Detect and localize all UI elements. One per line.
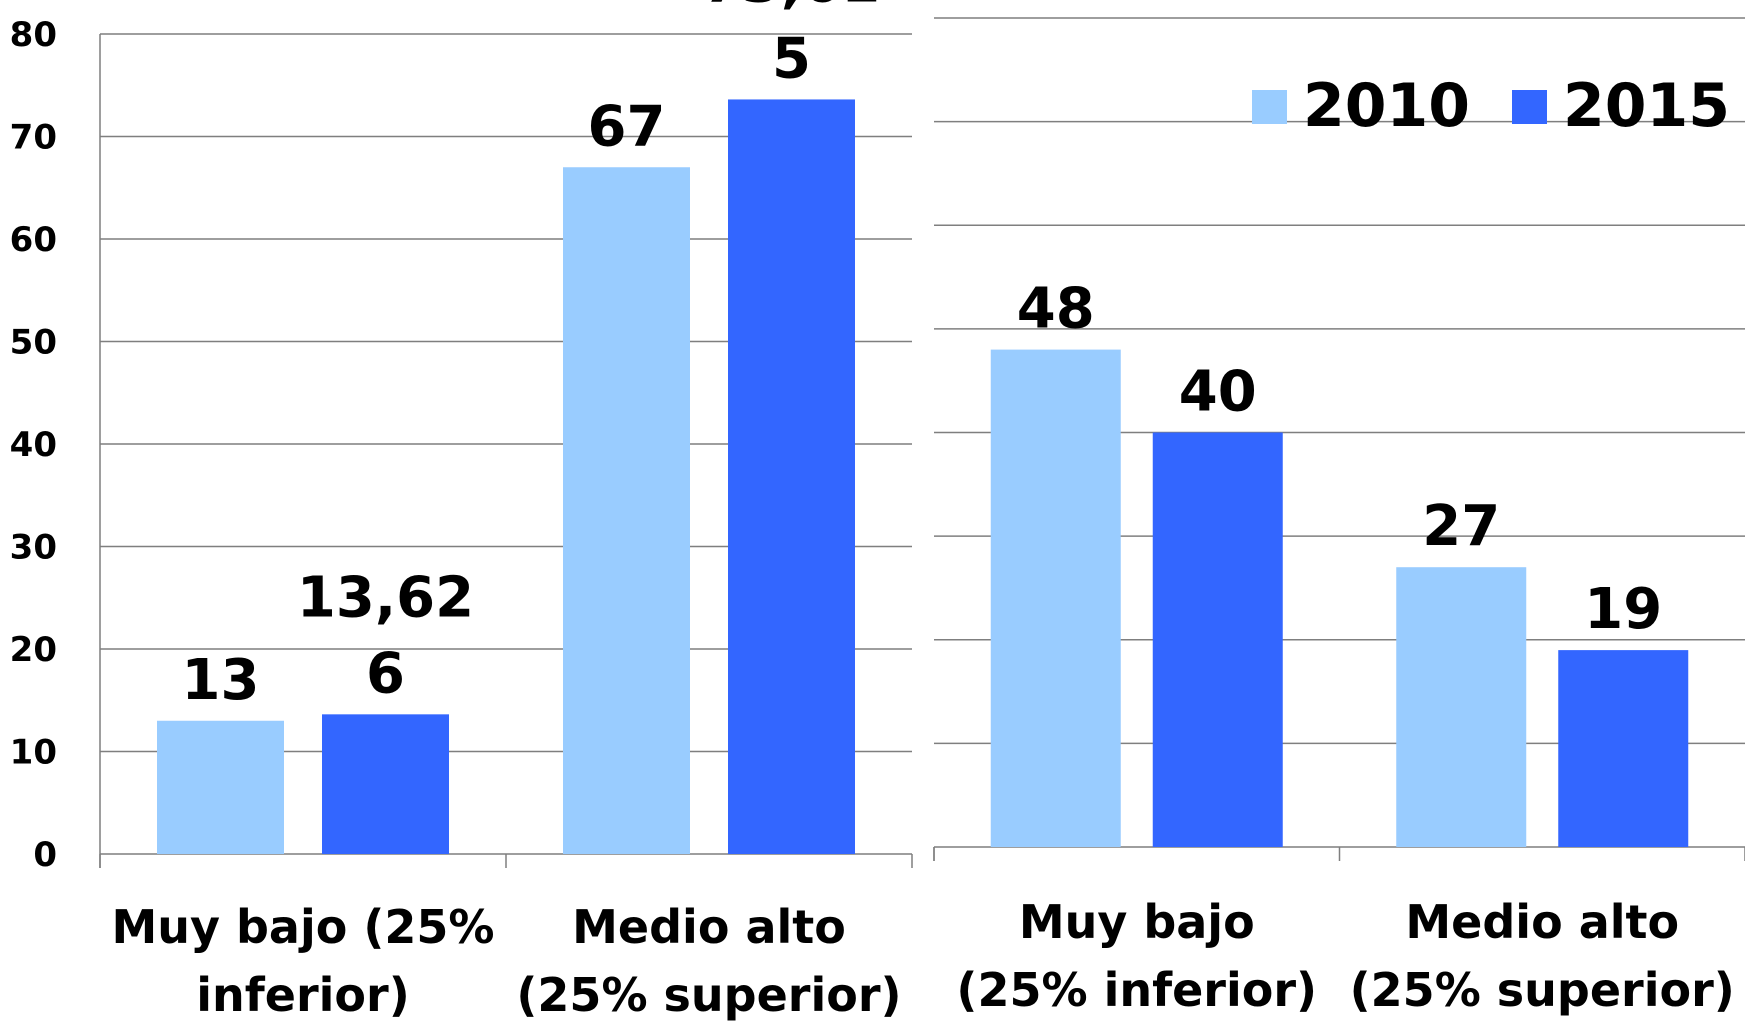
bar-2010	[563, 167, 690, 854]
bar-2015	[1558, 650, 1689, 847]
x-category-label-line: Muy bajo	[1019, 895, 1255, 949]
x-category-label: Medio alto (25% superior)	[1350, 895, 1735, 1017]
x-category-label: Medio alto (25% superior)	[516, 900, 901, 1022]
legend-swatch-2010	[1252, 90, 1287, 124]
data-label-line: 13	[182, 648, 260, 713]
data-label-line: 6	[366, 641, 405, 706]
bar-2015	[728, 99, 855, 855]
x-category-label: Muy bajo (25% inferior)	[956, 895, 1317, 1017]
y-tick-label: 0	[33, 835, 57, 875]
data-label: 73,61 5	[703, 0, 880, 91]
y-tick-label: 20	[10, 630, 57, 670]
data-label: 27	[1422, 494, 1500, 559]
bar-2010	[990, 349, 1121, 847]
data-label-line: 13,62	[297, 565, 474, 630]
y-tick-label: 50	[10, 323, 57, 363]
data-label: 13,62 6	[297, 565, 474, 706]
data-label-line: 73,61	[703, 0, 880, 15]
y-tick-label: 30	[10, 528, 57, 568]
data-label-line: 5	[772, 26, 811, 91]
x-category-label-line: (25% superior)	[516, 968, 901, 1022]
data-label: 67	[588, 94, 666, 159]
data-label-line: 67	[588, 94, 666, 159]
y-tick-label: 80	[10, 15, 57, 55]
x-category-label-line: Medio alto	[572, 900, 846, 954]
y-tick-label: 70	[10, 118, 57, 158]
legend-label-2015: 2015	[1563, 71, 1730, 141]
bar-2015	[322, 714, 449, 854]
left-bar-chart: 0 10 20 30 40 50 60 70 80 13 13,62 6 Muy bajo (25% in…	[10, 0, 913, 1022]
x-category-label-line: (25% inferior)	[956, 963, 1317, 1017]
y-tick-label: 60	[10, 220, 57, 260]
legend-swatch-2015	[1512, 90, 1547, 124]
data-label-line: 40	[1179, 360, 1257, 425]
bar-2010	[157, 720, 284, 854]
data-label-line: 27	[1422, 494, 1500, 559]
x-category-label-line: (25% superior)	[1350, 963, 1735, 1017]
legend: 2010 2015	[1252, 71, 1730, 141]
bar-2010	[1396, 567, 1527, 847]
y-tick-label: 40	[10, 425, 57, 465]
x-category-label: Muy bajo (25% inferior)	[111, 900, 494, 1022]
data-label: 40	[1179, 360, 1257, 425]
y-tick-label: 10	[10, 733, 57, 773]
data-label: 19	[1584, 577, 1662, 642]
x-category-label-line: inferior)	[196, 968, 410, 1022]
data-label-line: 19	[1584, 577, 1662, 642]
data-label: 48	[1017, 277, 1095, 342]
legend-label-2010: 2010	[1303, 71, 1470, 141]
x-category-label-line: Muy bajo (25%	[111, 900, 494, 954]
data-label: 13	[182, 648, 260, 713]
right-bar-chart: 48 40 Muy bajo (25% inferior) 27 19 Medio alto…	[933, 17, 1745, 1017]
data-label-line: 48	[1017, 277, 1095, 342]
x-category-label-line: Medio alto	[1405, 895, 1679, 949]
bar-2015	[1152, 432, 1283, 847]
